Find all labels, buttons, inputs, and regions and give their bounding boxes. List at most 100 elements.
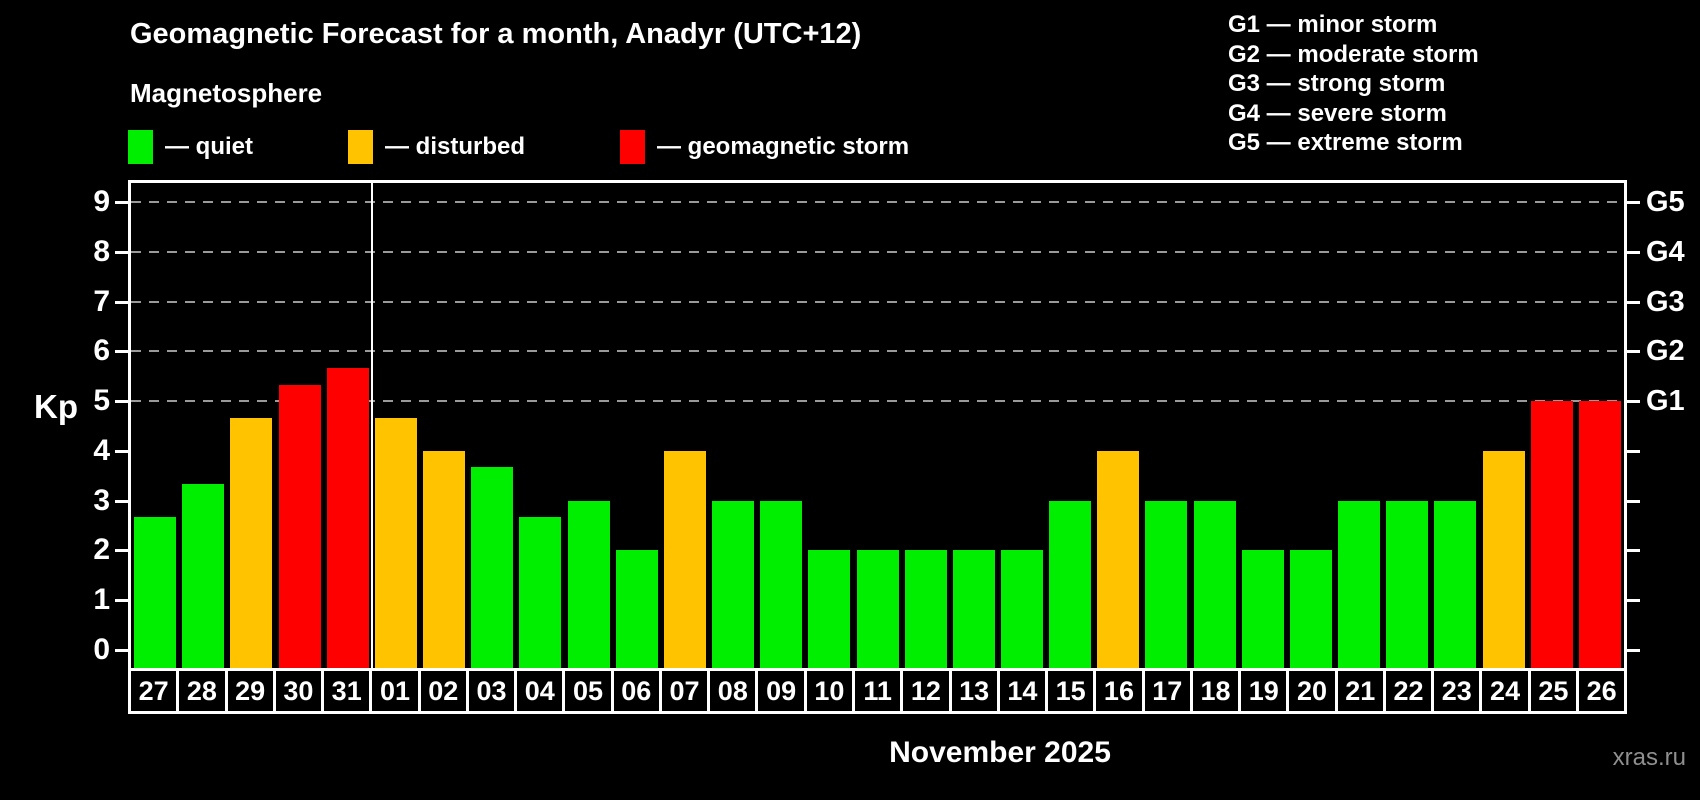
day-cell-07: 07 <box>662 671 711 711</box>
plot-area <box>128 180 1627 671</box>
kp-bar-day-11 <box>857 550 899 668</box>
kp-bar-day-25 <box>1531 401 1573 668</box>
kp-bar-day-27 <box>134 517 176 668</box>
month-boundary-line <box>371 183 373 668</box>
kp-bar-day-28 <box>182 484 224 668</box>
right-axis-label-g4: G4 <box>1646 235 1685 268</box>
y-tick-right-4 <box>1627 449 1640 453</box>
y-axis-label-1: 1 <box>93 583 110 617</box>
day-cell-30: 30 <box>276 671 325 711</box>
kp-bar-day-09 <box>760 501 802 668</box>
day-cell-06: 06 <box>614 671 662 711</box>
y-axis-title: Kp <box>34 388 78 425</box>
kp-bar-day-19 <box>1242 550 1284 668</box>
kp-bar-day-21 <box>1338 501 1380 668</box>
kp-bar-day-06 <box>616 550 658 668</box>
kp-bar-day-15 <box>1049 501 1091 668</box>
kp-bar-day-02 <box>423 451 465 668</box>
day-cell-23: 23 <box>1434 671 1483 711</box>
kp-bar-day-13 <box>953 550 995 668</box>
day-cell-08: 08 <box>710 671 759 711</box>
y-tick-left-0 <box>115 649 128 653</box>
day-cell-24: 24 <box>1482 671 1531 711</box>
y-axis-label-0: 0 <box>93 633 110 667</box>
y-axis-label-7: 7 <box>93 284 110 318</box>
y-axis-label-8: 8 <box>93 234 110 268</box>
right-axis-label-g3: G3 <box>1646 285 1685 318</box>
day-cell-20: 20 <box>1289 671 1338 711</box>
y-axis-label-3: 3 <box>93 483 110 517</box>
gridline-kp-5 <box>131 400 1624 403</box>
day-cell-18: 18 <box>1193 671 1242 711</box>
g-legend-line-4: G4 — severe storm <box>1228 99 1447 127</box>
kp-bar-day-31 <box>327 368 369 668</box>
y-tick-left-2 <box>115 549 128 553</box>
kp-bar-day-30 <box>279 385 321 668</box>
kp-bar-day-20 <box>1290 550 1332 668</box>
gridline-kp-7 <box>131 300 1624 303</box>
kp-bar-day-14 <box>1001 550 1043 668</box>
day-cell-09: 09 <box>758 671 807 711</box>
y-tick-right-8 <box>1627 250 1640 254</box>
kp-bar-day-18 <box>1194 501 1236 668</box>
y-tick-right-0 <box>1627 649 1640 653</box>
day-cell-13: 13 <box>952 671 1000 711</box>
kp-bar-day-07 <box>664 451 706 668</box>
y-tick-right-7 <box>1627 300 1640 304</box>
y-axis-label-6: 6 <box>93 334 110 368</box>
watermark: xras.ru <box>1612 744 1686 771</box>
day-cell-29: 29 <box>228 671 276 711</box>
y-tick-left-1 <box>115 599 128 603</box>
legend-label-storm: — geomagnetic storm <box>657 133 910 160</box>
y-tick-left-5 <box>115 400 128 404</box>
kp-bar-day-05 <box>568 501 610 668</box>
day-cell-02: 02 <box>421 671 469 711</box>
day-cell-12: 12 <box>903 671 952 711</box>
y-axis-label-2: 2 <box>93 533 110 567</box>
quiet-color-swatch-icon <box>128 130 153 164</box>
kp-bar-day-23 <box>1434 501 1476 668</box>
legend-label-quiet: — quiet <box>165 133 253 160</box>
y-tick-left-9 <box>115 201 128 204</box>
y-tick-right-3 <box>1627 499 1640 503</box>
legend-item-disturbed: — disturbed <box>348 128 525 166</box>
day-cell-21: 21 <box>1338 671 1386 711</box>
y-axis-label-9: 9 <box>93 185 110 218</box>
y-tick-right-1 <box>1627 599 1640 603</box>
day-cell-11: 11 <box>855 671 904 711</box>
kp-bar-day-01 <box>375 418 417 668</box>
gridline-kp-8 <box>131 250 1624 253</box>
g-legend-line-5: G5 — extreme storm <box>1228 129 1463 157</box>
disturbed-color-swatch-icon <box>348 130 373 164</box>
day-cell-16: 16 <box>1096 671 1145 711</box>
day-cell-03: 03 <box>469 671 518 711</box>
kp-bar-day-29 <box>230 418 272 668</box>
day-cell-25: 25 <box>1531 671 1579 711</box>
chart-subtitle: Magnetosphere <box>130 78 323 108</box>
kp-bar-day-22 <box>1386 501 1428 668</box>
g-legend-line-2: G2 — moderate storm <box>1228 40 1479 68</box>
day-cell-04: 04 <box>517 671 566 711</box>
legend-item-quiet: — quiet <box>128 128 253 166</box>
legend-label-disturbed: — disturbed <box>385 133 526 160</box>
kp-bar-day-10 <box>808 550 850 668</box>
y-tick-left-3 <box>115 499 128 503</box>
kp-bar-day-26 <box>1579 401 1621 668</box>
day-cell-27: 27 <box>131 671 180 711</box>
gridline-kp-6 <box>131 350 1624 353</box>
g-legend-line-1: G1 — minor storm <box>1228 11 1438 38</box>
y-axis-label-4: 4 <box>93 433 110 467</box>
y-tick-right-5 <box>1627 400 1640 404</box>
y-tick-right-9 <box>1627 201 1640 204</box>
y-tick-left-8 <box>115 250 128 254</box>
day-cell-19: 19 <box>1241 671 1290 711</box>
g-legend-line-3: G3 — strong storm <box>1228 70 1446 98</box>
kp-bar-day-24 <box>1483 451 1525 668</box>
day-cell-26: 26 <box>1586 676 1617 706</box>
storm-color-swatch-icon <box>620 130 645 164</box>
day-cell-14: 14 <box>1000 671 1049 711</box>
y-tick-right-6 <box>1627 350 1640 354</box>
day-cell-01: 01 <box>372 671 421 711</box>
y-tick-left-4 <box>115 449 128 453</box>
kp-bar-day-16 <box>1097 451 1139 668</box>
